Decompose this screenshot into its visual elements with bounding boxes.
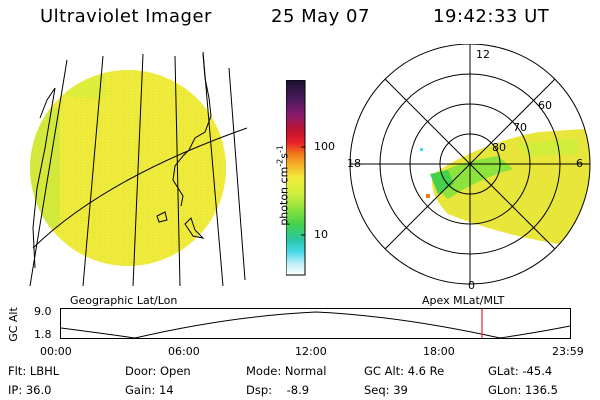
colorbar-unit-label: photon cm-2s-1 — [276, 120, 291, 250]
mlt-label-12: 12 — [476, 48, 490, 61]
status-gcalt: GC Alt: 4.6 Re — [364, 364, 445, 378]
status-seq: Seq: 39 — [364, 383, 408, 397]
time-label: 19:42:33 UT — [433, 6, 550, 27]
lat-label-80: 80 — [492, 141, 506, 154]
colorbar-tick-100: 100 — [314, 140, 335, 153]
earth-disk — [30, 70, 226, 266]
unit-text: photon cm — [277, 166, 291, 226]
geographic-globe-image — [29, 51, 248, 287]
apex-panel-label: Apex MLat/MLT — [422, 294, 505, 307]
timeline-ytick-9: 9.0 — [34, 305, 52, 318]
geographic-panel-label: Geographic Lat/Lon — [70, 294, 178, 307]
status-glon: GLon: 136.5 — [488, 383, 558, 397]
unit-exp1: -2 — [275, 158, 285, 167]
altitude-curve — [60, 311, 571, 339]
timeline-xtick-1200: 12:00 — [295, 345, 327, 358]
polar-grid — [349, 44, 591, 285]
timeline-xtick-0000: 00:00 — [40, 345, 72, 358]
mlt-label-6: 6 — [576, 157, 583, 170]
coastline-outline — [32, 53, 212, 269]
status-glat: GLat: -45.4 — [488, 364, 553, 378]
timeline-xtick-1800: 18:00 — [423, 345, 455, 358]
mlt-label-0: 0 — [468, 279, 475, 292]
colorbar-tick-10: 10 — [314, 228, 328, 241]
auroral-emission — [420, 128, 590, 254]
lat-label-70: 70 — [513, 121, 527, 134]
timeline-ylabel: GC Alt — [6, 307, 20, 342]
unit-exp2: -1 — [275, 145, 285, 153]
timeline-xtick-0600: 06:00 — [168, 345, 200, 358]
graticule-lines — [29, 51, 248, 287]
unit-mid: s — [277, 152, 291, 159]
orbit-altitude-timeline — [60, 308, 571, 339]
colorbar-scale — [286, 80, 306, 276]
mlt-label-18: 18 — [347, 157, 361, 170]
timeline-ytick-1.8: 1.8 — [34, 328, 52, 341]
status-gain: Gain: 14 — [125, 383, 174, 397]
polar-mlat-mlt-plot — [349, 44, 591, 285]
status-dsp: Dsp: -8.9 — [246, 383, 310, 397]
status-door: Door: Open — [125, 364, 191, 378]
date-label: 25 May 07 — [271, 6, 370, 27]
status-mode: Mode: Normal — [246, 364, 327, 378]
timeline-xtick-2359: 23:59 — [552, 345, 584, 358]
lat-label-60: 60 — [538, 99, 552, 112]
status-flt: Flt: LBHL — [8, 364, 60, 378]
status-ip: IP: 36.0 — [8, 383, 52, 397]
app-title: Ultraviolet Imager — [40, 6, 212, 27]
